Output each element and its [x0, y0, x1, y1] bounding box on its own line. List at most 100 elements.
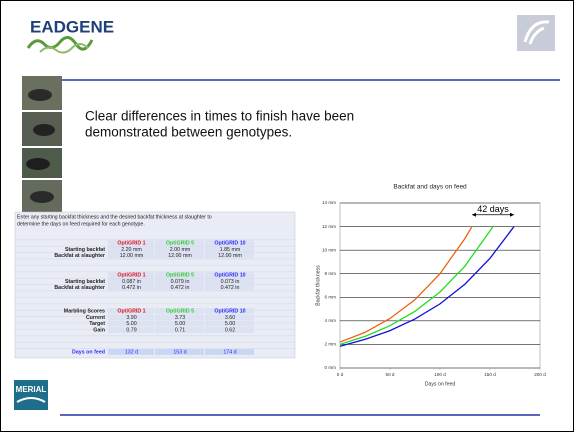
table-column-header: OptiGRID 5 [166, 272, 194, 278]
series-line [339, 226, 494, 346]
y-tick-label: 8 mm [325, 271, 337, 276]
table-cell-value: 12.00 mm [168, 253, 192, 259]
table-cell-value: 0.79 [126, 328, 136, 334]
table-cell [155, 278, 204, 285]
table-cell [155, 246, 204, 253]
footer-logo-mark [16, 397, 46, 403]
annotation-bg [476, 206, 510, 217]
y-tick-label: 2 mm [325, 342, 337, 347]
table-cell-value: 2.00 mm [170, 247, 191, 253]
table-row-label: Gain [93, 328, 105, 334]
table-column-header: OptiGRID 1 [117, 308, 145, 314]
series-line [339, 226, 515, 347]
plot-area [339, 202, 541, 369]
table-cell [155, 314, 204, 321]
table-intro: determine the days on feed required for … [17, 221, 145, 227]
table-cell [205, 252, 254, 259]
logo-graphic [39, 43, 89, 54]
table-row-label: Target [89, 321, 105, 327]
table-cell-value: 5.00 [225, 321, 235, 327]
table-cell [205, 284, 254, 291]
x-tick-label: 50 d [386, 372, 395, 377]
table-cell-value: 3.73 [175, 315, 185, 321]
table-cell [205, 349, 254, 355]
table-cell-value: 0.087 in [122, 279, 141, 285]
x-tick-label: 100 d [434, 372, 446, 377]
y-tick-label: 6 mm [325, 295, 337, 300]
y-axis-label: Backfat thickness [315, 265, 321, 306]
table-cell [205, 314, 254, 321]
table-cell [108, 308, 154, 314]
table-cell [155, 327, 204, 333]
table-cell [205, 246, 254, 253]
table-cell [205, 327, 254, 333]
table-cell-value: 0.079 in [171, 279, 190, 285]
table-cell-value: 12.00 mm [120, 253, 144, 259]
table-column-header: OptiGRID 5 [166, 308, 194, 314]
x-tick-label: 0 d [337, 372, 344, 377]
annotation-label: 42 days [477, 204, 509, 214]
table-column-header: OptiGRID 10 [214, 308, 245, 314]
y-tick-label: 4 mm [325, 318, 337, 323]
table-cell [205, 308, 254, 314]
table-group-label: Marbling Scores [64, 308, 105, 314]
series-line [339, 226, 473, 343]
table-column-header: OptiGRID 10 [214, 240, 245, 246]
footer-logo-text: MERIAL [16, 385, 47, 394]
y-tick-label: 0 mm [325, 365, 337, 370]
partner-logo-mark [523, 20, 550, 45]
table-cell [155, 252, 204, 259]
table-cell-value: 3.90 [126, 315, 136, 321]
table-cell-value: 0.472 in [122, 285, 141, 291]
footer-logo [14, 380, 48, 410]
photo-detail [33, 124, 55, 136]
table-column-header: OptiGRID 1 [117, 272, 145, 278]
table-cell-value: 0.472 in [171, 285, 190, 291]
x-axis-label: Days on feed [425, 381, 456, 387]
table-cell [155, 284, 204, 291]
table-cell [108, 314, 154, 321]
table-cell [155, 272, 204, 278]
table-cell [155, 240, 204, 246]
table-cell-value: 153 d [173, 349, 186, 355]
x-tick-label: 200 d [534, 372, 546, 377]
table-cell [155, 320, 204, 327]
photo-detail [28, 89, 52, 101]
table-cell [108, 278, 154, 285]
table-row-label: Starting backfat [65, 247, 105, 253]
table-column-header: OptiGRID 1 [117, 240, 145, 246]
headline: Clear differences in times to finish hav… [85, 109, 354, 124]
table-cell [205, 278, 254, 285]
table-cell [205, 272, 254, 278]
headline: demonstrated between genotypes. [85, 125, 292, 140]
table-row-label: Current [86, 315, 105, 321]
table-row-label: Backfat at slaughter [54, 253, 105, 259]
y-tick-label: 10 mm [322, 247, 336, 252]
logo-graphic [26, 36, 94, 51]
photo-detail [30, 191, 54, 203]
logo-text: EADGENE [30, 17, 114, 36]
table-cell [108, 272, 154, 278]
table-cell [108, 284, 154, 291]
table-row-label: Starting backfat [65, 279, 105, 285]
table-cell [108, 327, 154, 333]
table-cell-value: 0.472 in [221, 285, 240, 291]
table-column-header: OptiGRID 10 [214, 272, 245, 278]
y-tick-label: 12 mm [322, 224, 336, 229]
table-cell-value: 174 d [223, 349, 236, 355]
table-intro: Enter any starting backfat thickness and… [17, 214, 212, 220]
table-cell [108, 246, 154, 253]
table-cell [155, 349, 204, 355]
table-cell [155, 308, 204, 314]
table-cell-value: 12.00 mm [218, 253, 242, 259]
photo-strip [22, 76, 62, 212]
table-row-label: Days on feed [72, 349, 105, 355]
table-cell-value: 0.073 in [221, 279, 240, 285]
table-cell-value: 132 d [125, 349, 138, 355]
table-column-header: OptiGRID 5 [166, 240, 194, 246]
chart-title: Backfat and days on feed [393, 184, 467, 191]
table-cell [108, 252, 154, 259]
table-cell [205, 240, 254, 246]
